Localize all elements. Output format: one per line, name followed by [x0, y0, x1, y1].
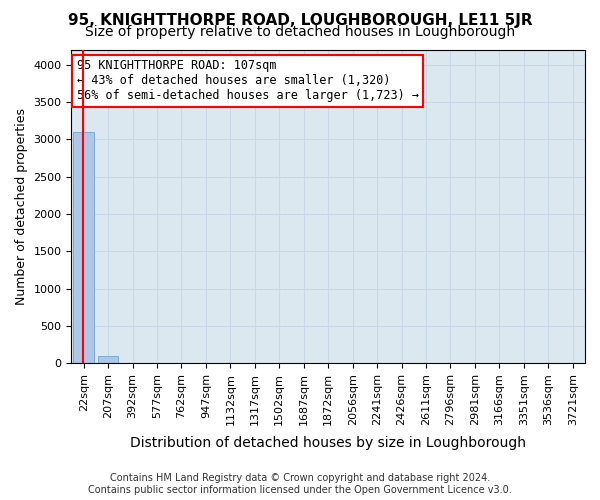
Y-axis label: Number of detached properties: Number of detached properties — [15, 108, 28, 305]
Bar — [73, 132, 94, 363]
Bar — [98, 356, 118, 363]
Text: Contains HM Land Registry data © Crown copyright and database right 2024.
Contai: Contains HM Land Registry data © Crown c… — [88, 474, 512, 495]
Text: Size of property relative to detached houses in Loughborough: Size of property relative to detached ho… — [85, 25, 515, 39]
Text: 95, KNIGHTTHORPE ROAD, LOUGHBOROUGH, LE11 5JR: 95, KNIGHTTHORPE ROAD, LOUGHBOROUGH, LE1… — [68, 12, 532, 28]
Text: 95 KNIGHTTHORPE ROAD: 107sqm
← 43% of detached houses are smaller (1,320)
56% of: 95 KNIGHTTHORPE ROAD: 107sqm ← 43% of de… — [77, 60, 419, 102]
X-axis label: Distribution of detached houses by size in Loughborough: Distribution of detached houses by size … — [130, 436, 526, 450]
